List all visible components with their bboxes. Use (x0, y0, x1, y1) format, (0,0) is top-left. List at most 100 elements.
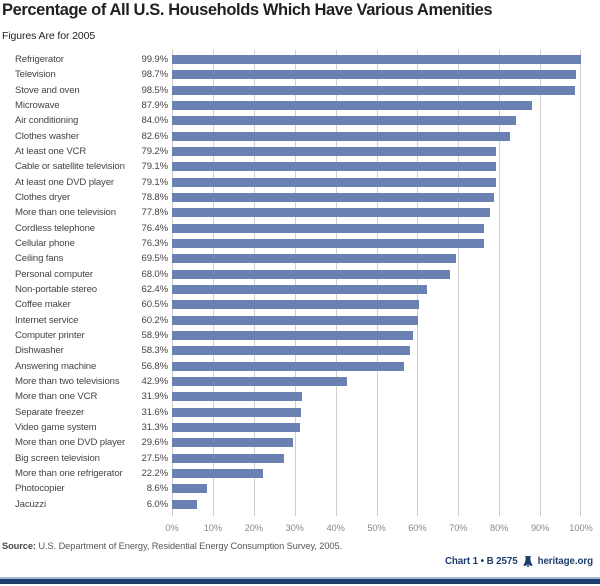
category-label: Clothes dryer (15, 192, 71, 204)
bar-track (172, 407, 581, 417)
value-label: 99.9% (141, 54, 169, 66)
bar-track (172, 438, 581, 448)
gridlines (172, 50, 581, 516)
gridline (253, 50, 255, 516)
gridline (376, 50, 378, 516)
value-label: 68.0% (141, 268, 169, 280)
category-label: Coffee maker (15, 299, 71, 311)
bar-track (172, 361, 581, 371)
bar (172, 147, 496, 157)
bar (172, 469, 263, 479)
bar-track (172, 208, 581, 218)
bar-row: Coffee maker 60.5% (0, 297, 600, 312)
bar-track (172, 101, 581, 111)
bar-row: Personal computer 68.0% (0, 267, 600, 282)
bar-chart: Refrigerator 99.9% Television 98.7% Stove an… (0, 50, 600, 538)
source-text: U.S. Department of Energy, Residential E… (35, 541, 343, 551)
bar (172, 101, 532, 111)
category-label: Microwave (15, 100, 60, 112)
x-tick-label: 30% (285, 523, 304, 533)
category-label: Ceiling fans (15, 253, 64, 265)
bar-row: Microwave 87.9% (0, 98, 600, 113)
bar-track (172, 331, 581, 341)
bar (172, 377, 348, 387)
value-label: 27.5% (141, 452, 169, 464)
category-label: Television (15, 69, 56, 81)
x-tick-label: 60% (408, 523, 427, 533)
bar-row: Cordless telephone 76.4% (0, 221, 600, 236)
value-label: 22.2% (141, 468, 169, 480)
bar (172, 331, 413, 341)
category-label: Cellular phone (15, 238, 75, 250)
bar (172, 55, 581, 65)
bar-row: Clothes washer 82.6% (0, 129, 600, 144)
category-label: Internet service (15, 314, 79, 326)
footer-rule (0, 577, 600, 584)
value-label: 79.2% (141, 146, 169, 158)
bar (172, 70, 576, 80)
gridline (580, 50, 581, 516)
value-label: 31.3% (141, 422, 169, 434)
x-tick-label: 40% (326, 523, 345, 533)
gridline (499, 50, 501, 516)
bar-track (172, 193, 581, 203)
category-label: Computer printer (15, 330, 85, 342)
category-label: Dishwasher (15, 345, 64, 357)
x-tick-label: 10% (203, 523, 223, 533)
bar (172, 392, 303, 402)
bar (172, 285, 428, 295)
value-label: 58.3% (141, 345, 169, 357)
bar (172, 131, 510, 141)
bar-row: Cellular phone 76.3% (0, 236, 600, 251)
category-label: Jacuzzi (15, 498, 46, 510)
bar-track (172, 177, 581, 187)
source-label: Source: (2, 541, 36, 551)
bar (172, 116, 516, 126)
bar-row: Separate freezer 31.6% (0, 405, 600, 420)
value-label: 69.5% (141, 253, 169, 265)
bar-track (172, 85, 581, 95)
category-label: More than one VCR (15, 391, 98, 403)
bar (172, 269, 451, 279)
x-axis: 0% 10% 20% 30% 40% 50% 60% 70% 80% 90% 100% (165, 523, 592, 537)
gridline (335, 50, 337, 516)
bar-row: Non-portable stereo 62.4% (0, 282, 600, 297)
gridline (458, 50, 460, 516)
bar (172, 177, 496, 187)
bar (172, 162, 496, 172)
heritage-site-label: heritage.org (537, 556, 594, 567)
bar (172, 223, 485, 233)
bar (172, 239, 485, 249)
bar-row: Air conditioning 84.0% (0, 113, 600, 128)
category-label: Cable or satellite television (15, 161, 125, 173)
category-label: Cordless telephone (15, 222, 95, 234)
liberty-bell-icon (522, 556, 534, 567)
gridline (212, 50, 214, 516)
bar-row: More than one refrigerator 22.2% (0, 466, 600, 481)
bar (172, 315, 419, 325)
bar-row: Ceiling fans 69.5% (0, 251, 600, 266)
category-label: Refrigerator (15, 54, 64, 66)
bar-row: More than one DVD player 29.6% (0, 435, 600, 450)
gridline (540, 50, 542, 516)
bar (172, 484, 208, 494)
bar (172, 423, 301, 433)
category-label: Answering machine (15, 360, 97, 372)
bar-track (172, 131, 581, 141)
x-tick-label: 0% (165, 523, 179, 533)
value-label: 78.8% (141, 192, 169, 204)
bar (172, 208, 491, 218)
bar (172, 499, 197, 509)
bar-track (172, 254, 581, 264)
category-label: Stove and oven (15, 84, 80, 96)
bar-row: Clothes dryer 78.8% (0, 190, 600, 205)
x-tick-label: 50% (367, 523, 386, 533)
category-label: Air conditioning (15, 115, 79, 127)
source-note: Source: U.S. Department of Energy, Resid… (2, 541, 342, 551)
value-label: 31.6% (141, 406, 169, 418)
bar-track (172, 377, 581, 387)
bar-row: Photocopier 8.6% (0, 481, 600, 496)
value-label: 79.1% (141, 161, 169, 173)
value-label: 58.9% (141, 330, 169, 342)
value-label: 98.7% (141, 69, 169, 81)
